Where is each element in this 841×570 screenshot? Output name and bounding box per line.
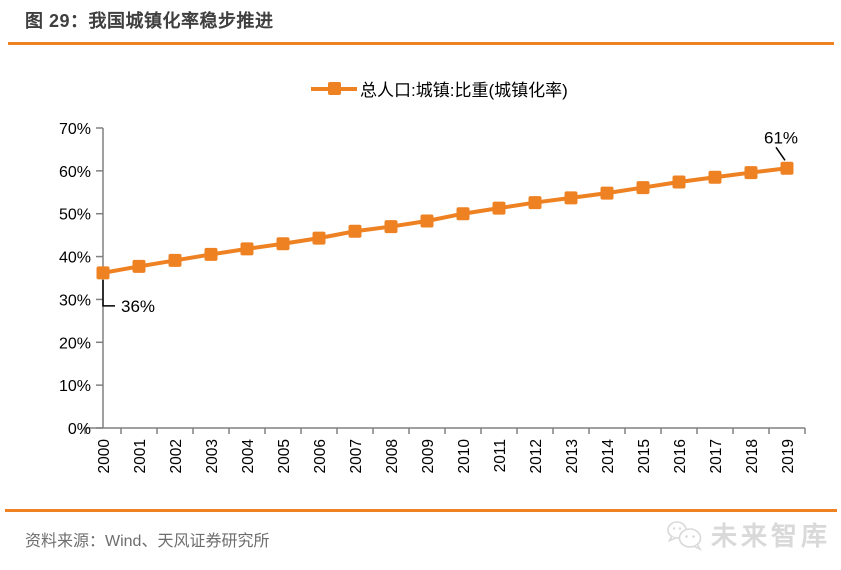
annotations: 36% 61%	[102, 128, 798, 316]
x-tick-label: 2010	[456, 439, 473, 474]
data-point-marker	[384, 220, 398, 234]
legend-series-marker-icon	[311, 82, 357, 95]
data-point-marker	[312, 231, 326, 245]
x-tick-label: 2009	[420, 439, 437, 473]
x-tick-label: 2014	[600, 439, 617, 474]
x-tick-label: 2018	[744, 439, 761, 473]
x-tick-label: 2013	[564, 439, 581, 473]
data-point-marker	[672, 175, 686, 189]
data-point-marker	[348, 224, 362, 238]
data-point-marker	[240, 242, 254, 256]
annotation-label: 61%	[764, 128, 798, 147]
y-tick-label: 70%	[59, 121, 91, 138]
x-tick-label: 2016	[672, 439, 689, 473]
x-tick-label: 2006	[312, 439, 329, 473]
x-tick-label: 2017	[708, 439, 725, 473]
data-point-marker	[492, 201, 506, 215]
data-point-marker	[276, 237, 290, 251]
data-point-marker	[168, 253, 182, 267]
y-axis-labels: 0% 10% 20% 30% 40% 50% 60% 70%	[59, 121, 91, 438]
data-point-marker	[96, 266, 110, 280]
chart-legend: 总人口:城镇:比重(城镇化率)	[311, 76, 568, 101]
y-tick-label: 20%	[59, 335, 91, 352]
watermark-text: 未来智库	[710, 521, 831, 551]
figure-title: 图 29：我国城镇化率稳步推进	[25, 11, 274, 31]
y-tick-label: 40%	[59, 250, 91, 267]
legend-label: 总人口:城镇:比重(城镇化率)	[360, 81, 568, 100]
annotation-label: 36%	[121, 297, 155, 316]
footer-rule	[5, 509, 837, 512]
x-tick-label: 2015	[636, 439, 653, 473]
data-point-marker	[564, 191, 578, 205]
title-underline	[8, 42, 834, 45]
watermark: 未来智库	[666, 516, 831, 553]
data-point-marker	[636, 181, 650, 195]
series-line	[102, 166, 788, 275]
series-markers	[96, 161, 794, 280]
data-point-marker	[420, 214, 434, 228]
x-tick-label: 2005	[276, 439, 293, 473]
data-point-marker	[456, 207, 470, 221]
x-tick-label: 2008	[384, 439, 401, 473]
annotation-callout-line	[102, 279, 115, 307]
x-axis-labels: 2000 2001 2002 2003 2004 2005 2006 2007 2008 2009…	[96, 439, 797, 474]
data-point-marker	[780, 161, 794, 175]
data-point-marker	[708, 170, 722, 184]
y-tick-label: 60%	[59, 164, 91, 181]
legend-square-marker-icon	[327, 82, 341, 95]
data-point-marker	[132, 259, 146, 273]
data-point-marker	[204, 247, 218, 261]
data-point-marker	[528, 196, 542, 210]
x-tick-label: 2019	[780, 439, 797, 473]
x-tick-label: 2002	[168, 439, 185, 473]
source-note: 资料来源：Wind、天风证券研究所	[25, 533, 270, 550]
y-tick-label: 10%	[59, 378, 91, 395]
axes	[84, 127, 806, 434]
y-tick-label: 30%	[59, 292, 91, 309]
data-point-marker	[744, 166, 758, 180]
x-tick-label: 2004	[240, 439, 257, 474]
y-tick-label: 0%	[68, 421, 91, 438]
data-point-marker	[600, 186, 614, 200]
x-tick-label: 2012	[528, 439, 545, 473]
annotation-callout-line	[775, 146, 786, 161]
x-tick-label: 2001	[132, 439, 149, 473]
x-tick-label: 2007	[348, 439, 365, 473]
x-tick-label: 2011	[492, 439, 509, 472]
y-tick-label: 50%	[59, 207, 91, 224]
x-tick-label: 2003	[204, 439, 221, 473]
wechat-icon	[667, 520, 703, 551]
x-tick-label: 2000	[96, 439, 113, 474]
